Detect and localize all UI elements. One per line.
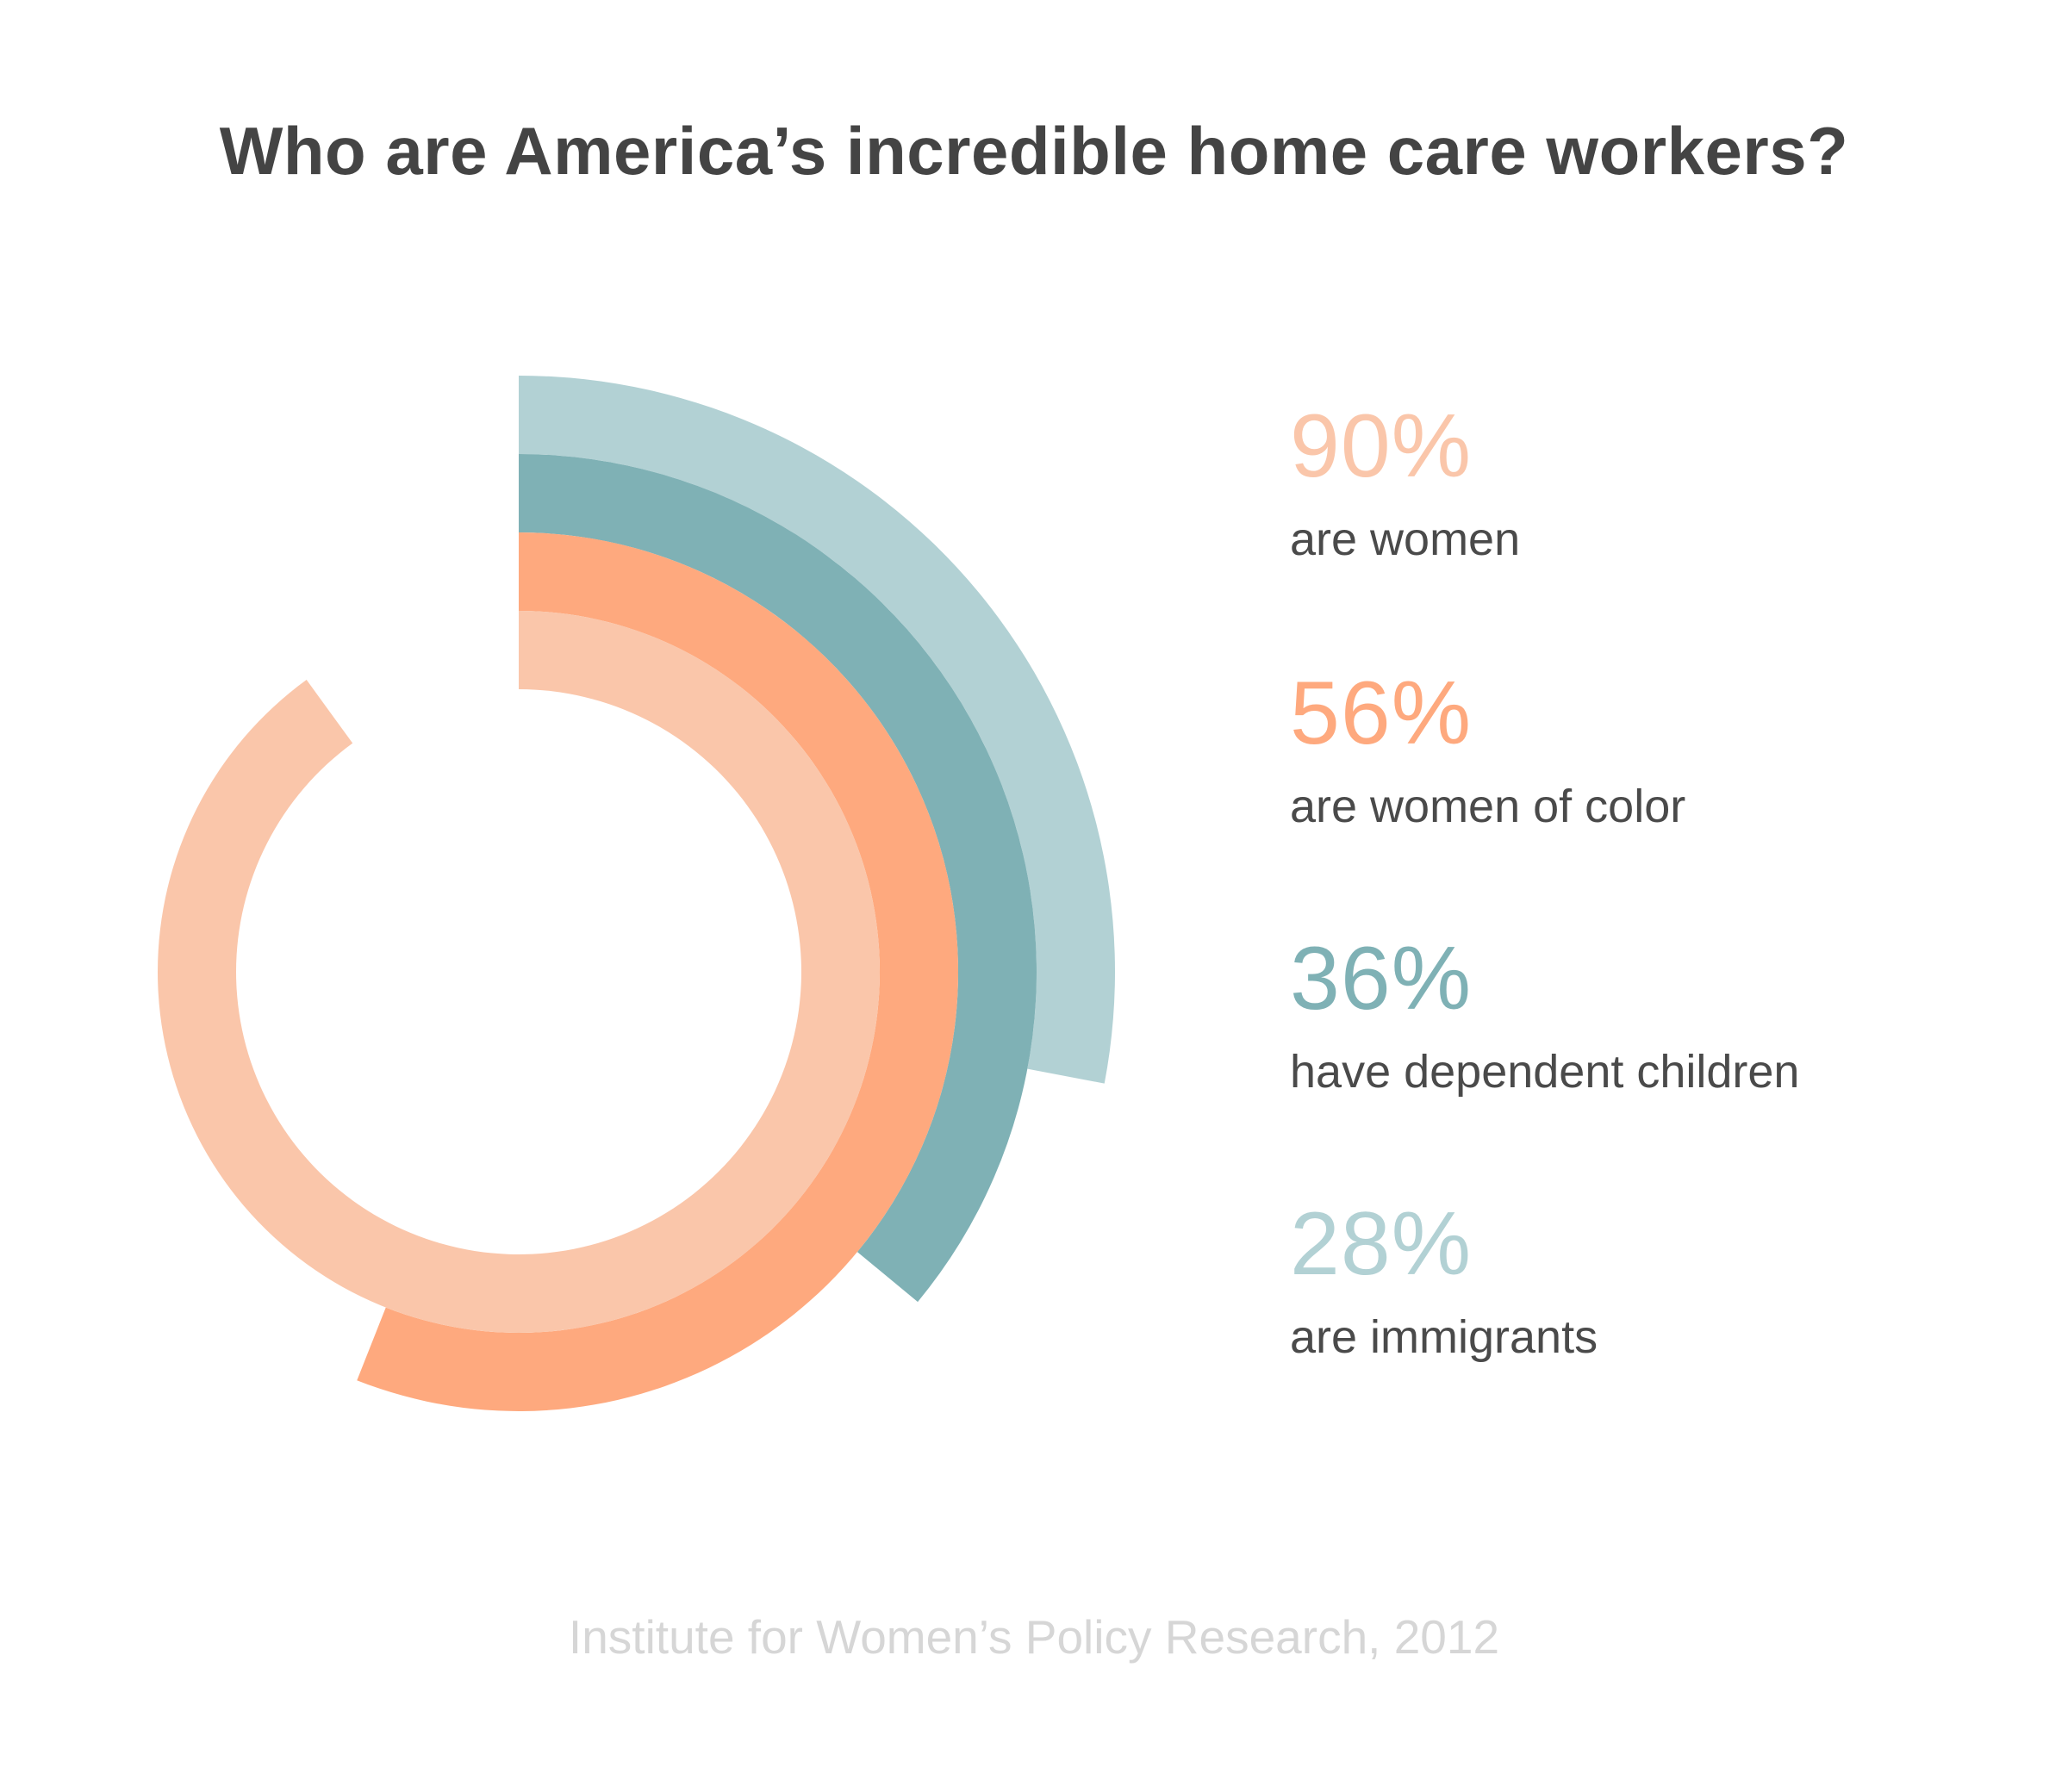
ring-women-of-color	[357, 532, 958, 1411]
legend-item-dependent-children: 36% have dependent children	[1290, 934, 2031, 1098]
legend-value-immigrants: 28%	[1290, 1194, 1473, 1294]
ring-immigrants	[519, 376, 1115, 1084]
legend-label-women-of-color: are women of color	[1290, 781, 1686, 832]
legend-label-women: are women	[1290, 513, 1521, 565]
source-note: Institute for Women’s Policy Research, 2…	[568, 1610, 1500, 1664]
legend-value-women-of-color: 56%	[1290, 663, 1473, 763]
legend-label-immigrants: are immigrants	[1290, 1311, 1598, 1363]
legend-item-women: 90% are women	[1290, 401, 2031, 565]
legend-item-immigrants: 28% are immigrants	[1290, 1199, 2031, 1363]
legend-label-dependent-children: have dependent children	[1290, 1046, 1800, 1098]
ring-dependent-children	[519, 454, 1037, 1303]
ring-women	[157, 611, 880, 1333]
chart-title: Who are America’s incredible home care w…	[219, 113, 1849, 189]
legend-item-women-of-color: 56% are women of color	[1290, 669, 2031, 832]
legend-value-women: 90%	[1290, 396, 1473, 496]
legend-value-dependent-children: 36%	[1290, 929, 1473, 1029]
